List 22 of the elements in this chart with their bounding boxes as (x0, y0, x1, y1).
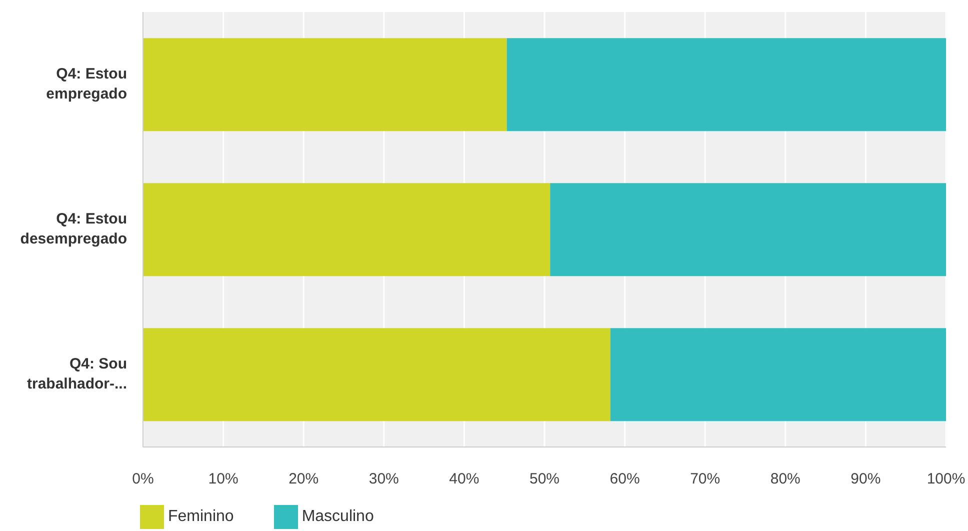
x-tick-label: 70% (690, 470, 720, 488)
x-tick-label: 10% (208, 470, 238, 488)
x-tick-label: 90% (850, 470, 881, 488)
x-tick-label: 60% (610, 470, 640, 488)
legend-label: Feminino (168, 508, 234, 526)
bar (506, 38, 946, 132)
bar (550, 183, 946, 276)
y-tick-label: Q4: Estou desempregado (20, 210, 127, 248)
bar (143, 183, 550, 276)
x-tick-label: 20% (288, 470, 319, 488)
y-tick-label: Q4: Sou trabalhador-... (26, 355, 127, 392)
x-tick-label: 50% (529, 470, 560, 488)
x-tick-label: 100% (926, 470, 966, 488)
bar (143, 38, 507, 132)
y-tick-label: Q4: Estou empregado (46, 65, 127, 102)
x-tick-label: 30% (368, 470, 399, 488)
x-tick-label: 0% (132, 470, 154, 488)
bar (143, 328, 610, 422)
x-tick-label: 40% (449, 470, 480, 488)
legend-label: Masculino (302, 508, 374, 526)
x-tick-label: 80% (770, 470, 800, 488)
bar (610, 328, 946, 422)
